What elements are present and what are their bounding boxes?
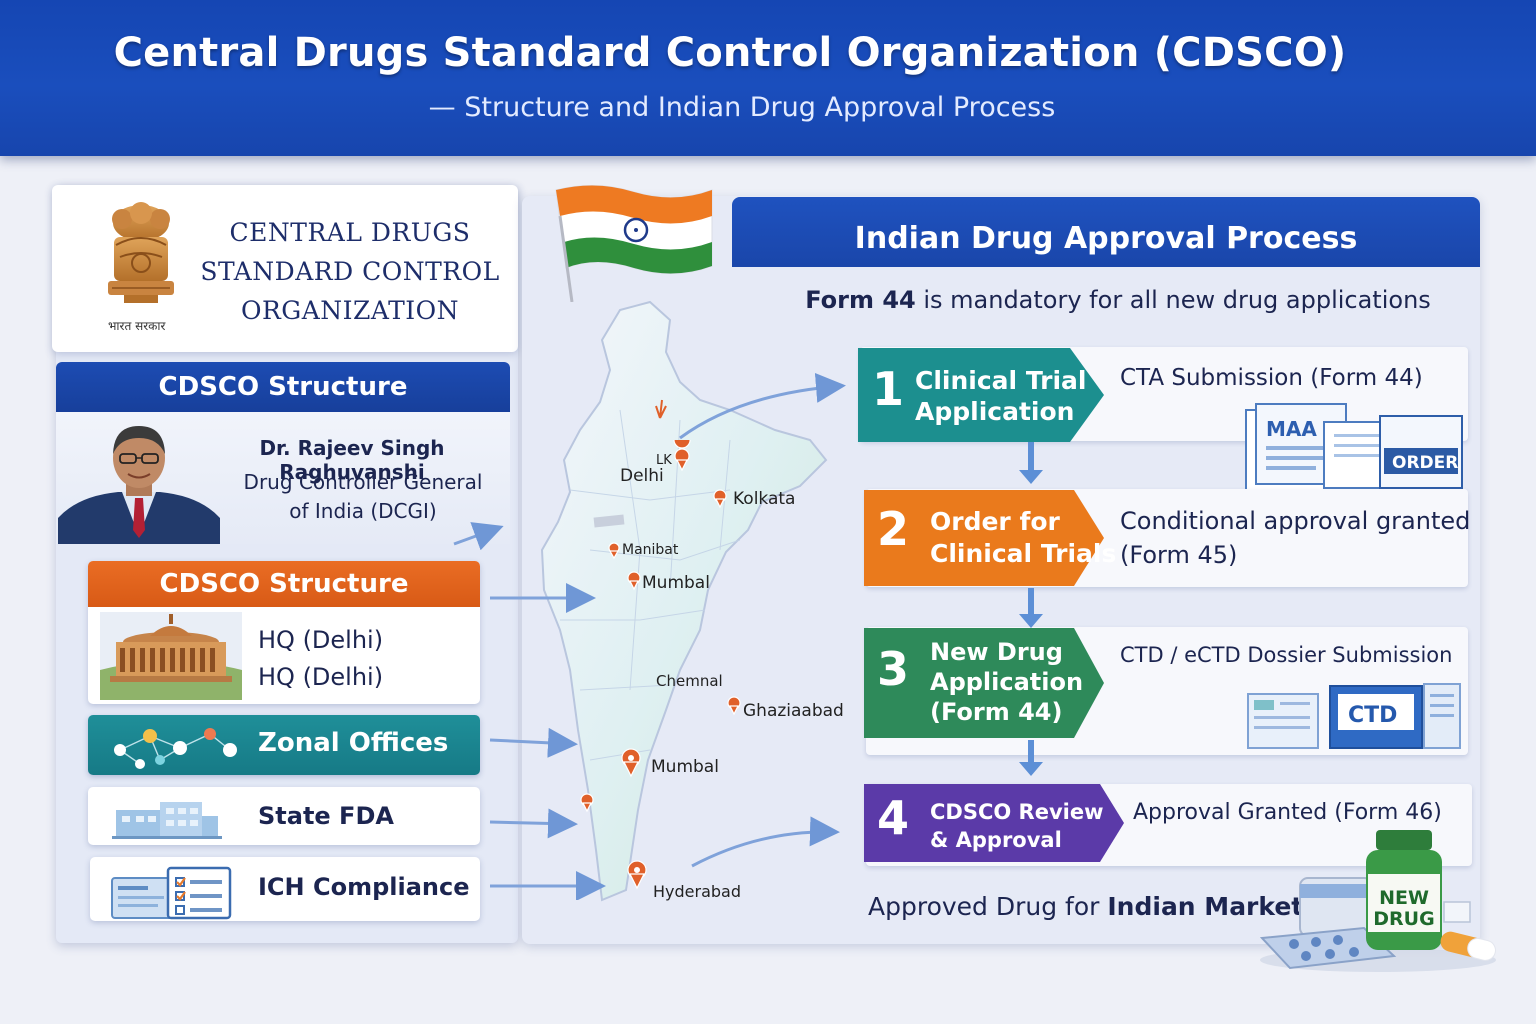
step-1-label-line-1: Clinical Trial: [915, 366, 1087, 395]
dcgi-role-line-1: Drug Controller General: [243, 470, 483, 494]
step-1-label-line-2: Application: [915, 397, 1075, 426]
form44-note: Form 44 is mandatory for all new drug ap…: [740, 286, 1496, 314]
step-4-tab: [864, 784, 1124, 862]
hq-line-1: HQ (Delhi): [258, 626, 384, 654]
step-3-number: 3: [877, 642, 910, 696]
map-label-ghaziaabad: Ghaziaabad: [743, 701, 844, 721]
checklist-icon: [111, 866, 232, 920]
step-4-label-line-1: CDSCO Review: [930, 800, 1104, 824]
structure-heading: CDSCO Structure: [56, 362, 510, 412]
map-label-mumbal-2: Mumbal: [651, 757, 719, 777]
step-2-number: 2: [877, 502, 910, 556]
step-3-label-line-1: New Drug: [930, 638, 1063, 666]
office-building-icon: [112, 802, 222, 839]
map-label-manibat: Manibat: [622, 542, 679, 558]
step-3-label-line-3: (Form 44): [930, 698, 1063, 726]
organization-name: CENTRAL DRUGS STANDARD CONTROL ORGANIZAT…: [192, 213, 508, 330]
ctd-label: CTD: [1348, 703, 1397, 728]
order-label: ORDER: [1392, 453, 1458, 473]
step-2-label: Order for Clinical Trials: [930, 506, 1116, 570]
org-name-line-3: ORGANIZATION: [240, 296, 460, 325]
maa-order-documents-icon: MAA ORDER: [1245, 403, 1463, 491]
new-drug-bottle-icon: NEW DRUG: [1259, 830, 1496, 972]
step-3-description: CTD / eCTD Dossier Submission: [1120, 643, 1453, 667]
header-banner: Central Drugs Standard Control Organizat…: [0, 0, 1536, 156]
hq-line-2: HQ (Delhi): [258, 663, 384, 691]
step-1-number: 1: [872, 362, 905, 416]
page-title: Central Drugs Standard Control Organizat…: [113, 30, 1347, 76]
step-3-label-line-2: Application: [930, 668, 1084, 696]
form44-note-bold: Form 44: [805, 286, 916, 314]
national-emblem-icon: [108, 202, 174, 303]
hq-card-heading: CDSCO Structure: [88, 561, 480, 607]
final-approved-normal: Approved Drug for: [868, 892, 1108, 921]
step-2-description-line-1: Conditional approval granted: [1120, 507, 1471, 535]
ich-compliance-label: ICH Compliance: [258, 873, 470, 901]
org-name-line-1: CENTRAL DRUGS: [229, 218, 471, 247]
dcgi-name: Dr. Rajeev Singh Raghuvanshi: [259, 436, 445, 484]
network-icon: [114, 728, 237, 769]
dcgi-role: Drug Controller General of India (DCGI): [228, 468, 498, 526]
final-approved-text: Approved Drug for Indian Market: [868, 892, 1303, 921]
dcgi-portrait: [58, 426, 220, 544]
map-marker-label: LK: [656, 453, 672, 468]
org-name-line-2: STANDARD CONTROL: [200, 257, 500, 286]
step-2-label-line-2: Clinical Trials: [930, 539, 1117, 568]
form44-note-text: is mandatory for all new drug applicatio…: [915, 286, 1431, 314]
map-pins: [580, 440, 741, 890]
step-4-label: CDSCO Review & Approval: [930, 798, 1104, 854]
map-label-chemnal: Chemnal: [656, 672, 723, 690]
step-3-label: New Drug Application (Form 44): [930, 637, 1083, 727]
step-4-number: 4: [877, 791, 910, 845]
map-label-mumbal-1: Mumbal: [642, 573, 710, 593]
map-label-delhi: Delhi: [620, 466, 664, 486]
map-label-hyderabad: Hyderabad: [653, 882, 741, 901]
step-2-tab: [864, 490, 1104, 586]
step-1-tab: [858, 348, 1104, 442]
page-subtitle: — Structure and Indian Drug Approval Pro…: [428, 92, 1056, 123]
step-3-tab: [864, 628, 1104, 738]
step-1-description: CTA Submission (Form 44): [1120, 365, 1423, 391]
step-4-description: Approval Granted (Form 46): [1133, 800, 1442, 825]
parliament-building-icon: [100, 612, 242, 700]
connector-arrows: [453, 372, 846, 900]
map-label-kolkata: Kolkata: [733, 489, 796, 509]
bottle-label-line-2: DRUG: [1373, 908, 1434, 930]
final-approved-bold: Indian Market: [1107, 892, 1304, 921]
maa-label: MAA: [1266, 417, 1317, 441]
state-fda-label: State FDA: [258, 802, 394, 830]
india-flag-icon: [555, 184, 713, 302]
dcgi-role-line-2: of India (DCGI): [289, 499, 437, 523]
step-2-description: Conditional approval granted (Form 45): [1120, 504, 1470, 572]
step-2-label-line-1: Order for: [930, 507, 1060, 536]
emblem-caption: भारत सरकार: [108, 319, 166, 333]
organization-card: भारत सरकार CENTRAL DRUGS STANDARD CONTRO…: [52, 185, 518, 352]
approval-process-heading: Indian Drug Approval Process: [732, 197, 1480, 267]
zonal-offices-label: Zonal Offices: [258, 728, 449, 758]
step-1-label: Clinical Trial Application: [915, 365, 1086, 427]
step-2-description-line-2: (Form 45): [1120, 541, 1238, 569]
bottle-label-line-1: NEW: [1379, 887, 1429, 909]
dcgi-card: Dr. Rajeev Singh Raghuvanshi Drug Contro…: [56, 412, 510, 544]
step-down-arrows: [1019, 442, 1043, 776]
step-4-label-line-2: & Approval: [930, 828, 1062, 852]
ctd-dossier-icon: CTD: [1247, 683, 1461, 749]
